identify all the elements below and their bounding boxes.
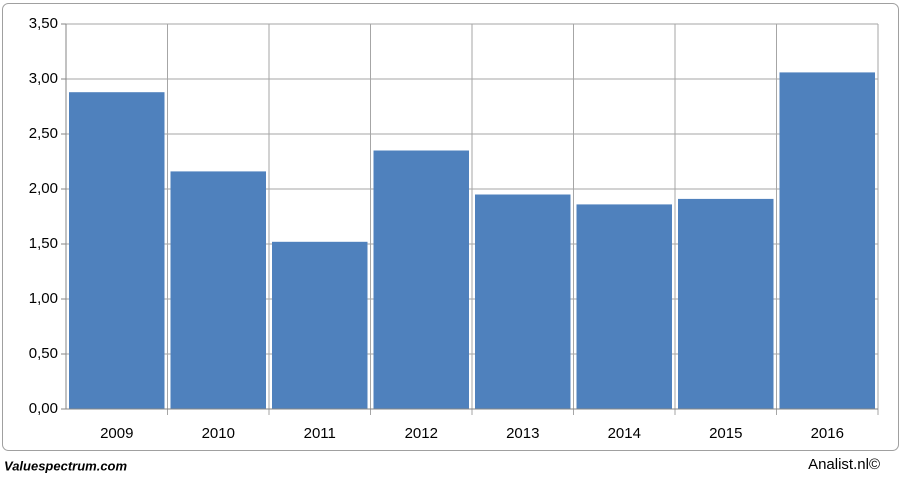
y-tick-label: 2,50 <box>29 125 58 142</box>
bar <box>678 198 774 409</box>
x-tick-label: 2009 <box>100 425 133 442</box>
x-tick-label: 2013 <box>506 425 539 442</box>
x-tick-label: 2010 <box>202 425 235 442</box>
x-tick-label: 2011 <box>304 425 336 442</box>
bar <box>272 241 368 409</box>
y-tick-label: 2,00 <box>29 180 58 197</box>
bar <box>170 171 266 409</box>
bar <box>373 150 469 409</box>
bar <box>576 204 672 409</box>
footer-right: Analist.nl© <box>808 456 880 473</box>
y-tick-label: 0,00 <box>29 400 58 417</box>
bar <box>779 72 875 410</box>
x-tick-label: 2016 <box>811 425 844 442</box>
x-tick-label: 2012 <box>405 425 438 442</box>
y-tick-label: 1,00 <box>29 290 58 307</box>
footer-left: Valuespectrum.com <box>4 458 128 473</box>
y-tick-label: 3,50 <box>29 15 58 32</box>
bar <box>69 92 165 409</box>
y-tick-label: 1,50 <box>29 235 58 252</box>
x-tick-label: 2014 <box>608 425 641 442</box>
y-tick-label: 3,00 <box>29 70 58 87</box>
y-tick-label: 0,50 <box>29 345 58 362</box>
x-tick-label: 2015 <box>709 425 742 442</box>
bar <box>475 194 571 409</box>
